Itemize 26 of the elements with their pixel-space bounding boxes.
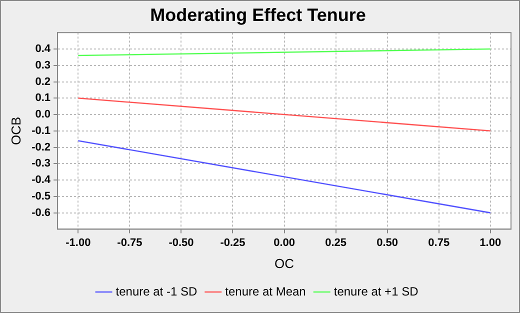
y-axis-title: OCB	[8, 116, 24, 145]
x-tick-label: 0.00	[274, 236, 295, 249]
legend-label: tenure at -1 SD	[116, 284, 198, 298]
y-tick-label: -0.1	[32, 124, 51, 137]
y-tick-label: -0.3	[32, 158, 51, 170]
x-tick-label: 0.25	[325, 236, 347, 249]
y-tick-label: -0.6	[32, 206, 51, 219]
x-tick-label: -0.50	[168, 236, 194, 249]
x-tick-label: -0.25	[220, 236, 246, 249]
y-tick-label: -0.2	[32, 141, 51, 154]
y-tick-label: 0.0	[35, 108, 51, 121]
x-tick-label: -1.00	[66, 236, 91, 249]
y-tick-label: -0.4	[32, 174, 52, 186]
y-tick-label: 0.3	[35, 59, 51, 72]
y-tick-label: 0.2	[35, 76, 51, 88]
x-tick-label: 0.50	[376, 236, 398, 249]
chart-title: Moderating Effect Tenure	[150, 4, 366, 25]
legend-label: tenure at Mean	[225, 284, 306, 298]
y-tick-label: 0.4	[35, 43, 52, 56]
x-tick-label: 1.00	[480, 236, 502, 249]
x-axis-title: OC	[274, 256, 294, 271]
y-tick-label: -0.5	[32, 190, 51, 202]
x-tick-label: 0.75	[428, 236, 450, 249]
y-tick-label: 0.1	[35, 92, 51, 104]
x-tick-label: -0.75	[117, 236, 142, 249]
legend-label: tenure at +1 SD	[334, 284, 419, 298]
